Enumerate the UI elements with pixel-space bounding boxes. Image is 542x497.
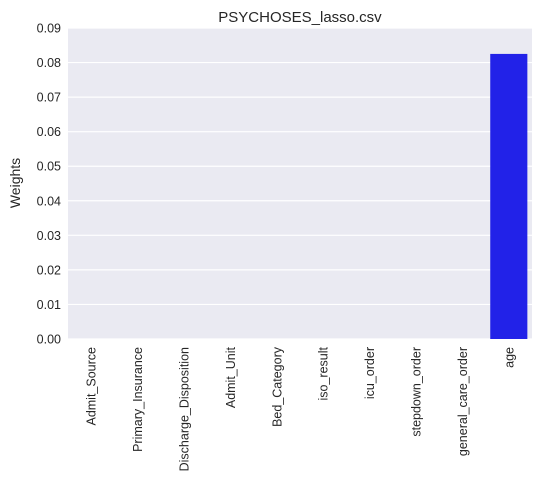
y-tick-label: 0.04	[37, 194, 61, 208]
x-tick-label: Discharge_Disposition	[178, 347, 192, 471]
y-tick-label: 0.06	[37, 125, 61, 139]
y-tick-label: 0.09	[37, 22, 61, 36]
plot-background	[68, 28, 532, 339]
x-tick-label: Primary_Insurance	[131, 347, 145, 452]
y-tick-label: 0.05	[37, 160, 61, 174]
y-axis-label: Weights	[7, 158, 23, 208]
bar-age	[490, 53, 528, 340]
y-tick-label: 0.07	[37, 91, 61, 105]
x-tick-label: general_care_order	[456, 347, 470, 456]
grid-lines	[68, 27, 532, 340]
x-tick-labels: Admit_Source Primary_Insurance Discharge_D…	[85, 346, 517, 471]
bars	[490, 53, 528, 340]
y-tick-label: 0.01	[37, 298, 61, 312]
chart-title: PSYCHOSES_lasso.csv	[218, 9, 382, 26]
x-tick-label: age	[502, 347, 516, 368]
y-tick-label: 0.08	[37, 56, 61, 70]
x-tick-label: Admit_Source	[85, 347, 99, 426]
x-tick-label: iso_result	[317, 346, 331, 400]
x-tick-label: stepdown_order	[410, 347, 424, 437]
x-tick-label: icu_order	[363, 347, 377, 399]
y-tick-labels: 0.00 0.01 0.02 0.03 0.04 0.05 0.06 0.07 0.08 0.09	[37, 22, 61, 347]
x-tick-label: Bed_Category	[270, 346, 284, 427]
y-tick-label: 0.02	[37, 263, 61, 277]
x-tick-label: Admit_Unit	[224, 346, 238, 408]
y-tick-label: 0.00	[37, 333, 61, 347]
y-tick-label: 0.03	[37, 229, 61, 243]
